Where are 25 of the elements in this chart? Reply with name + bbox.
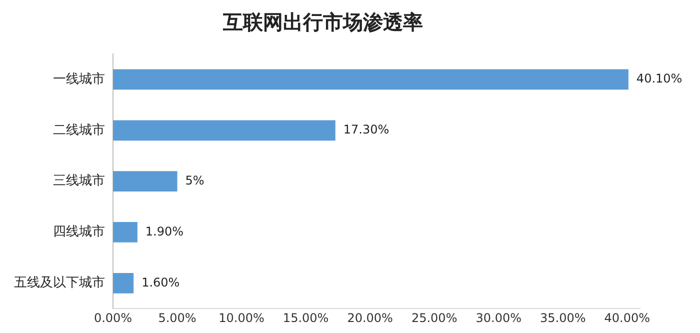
y-tick-label: 三线城市 (53, 174, 105, 189)
x-tick-label: 5.00% (158, 310, 196, 325)
data-label: 1.90% (145, 224, 184, 238)
x-tick-label: 40.00% (604, 310, 650, 325)
y-tick-label: 二线城市 (53, 122, 105, 138)
y-tick-label: 一线城市 (53, 72, 105, 87)
y-tick-label: 四线城市 (53, 224, 105, 240)
x-tick-label: 20.00% (347, 310, 393, 325)
bar (113, 69, 628, 90)
x-tick-label: 25.00% (411, 310, 458, 325)
x-tick-label: 10.00% (218, 310, 264, 325)
bar (113, 272, 134, 294)
data-label: 17.30% (343, 122, 390, 137)
bar (113, 120, 336, 141)
bar (113, 222, 138, 242)
x-tick-label: 0.00% (94, 310, 132, 325)
x-tick-label: 15.00% (282, 310, 329, 325)
data-label: 5% (185, 173, 204, 188)
bar (113, 171, 178, 192)
data-label: 1.60% (142, 275, 180, 290)
x-tick-label: 35.00% (540, 310, 586, 325)
y-tick-label: 五线及以下城市 (14, 276, 105, 291)
chart-title: 互联网出行市场渗透率 (222, 10, 423, 34)
x-tick-label: 30.00% (476, 310, 522, 325)
data-label: 40.10% (636, 72, 682, 86)
